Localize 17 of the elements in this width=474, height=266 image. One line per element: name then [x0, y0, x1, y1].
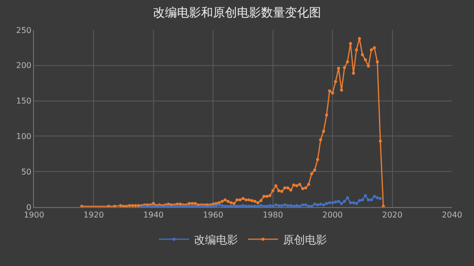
y-tick-label: 100 — [16, 132, 32, 141]
x-tick-label: 1900 — [24, 210, 44, 220]
x-tick-label: 1920 — [84, 210, 104, 220]
y-tick-label: 200 — [16, 61, 32, 70]
x-tick-label: 1960 — [202, 210, 224, 220]
y-tick-label: 250 — [16, 26, 32, 35]
x-tick-label: 2020 — [382, 210, 402, 220]
chart-title: 改编电影和原创电影数量变化图 — [153, 5, 321, 20]
legend-label: 改编电影 — [194, 233, 238, 246]
y-tick-label: 150 — [16, 96, 32, 106]
y-tick-label: 50 — [21, 167, 32, 176]
x-tick-label: 2000 — [322, 210, 343, 220]
y-tick-label: 0 — [26, 202, 32, 212]
legend-label: 原创电影 — [283, 233, 327, 246]
x-tick-label: 1980 — [262, 210, 284, 220]
x-tick-label: 1940 — [143, 210, 164, 220]
x-tick-label: 2040 — [442, 210, 462, 220]
